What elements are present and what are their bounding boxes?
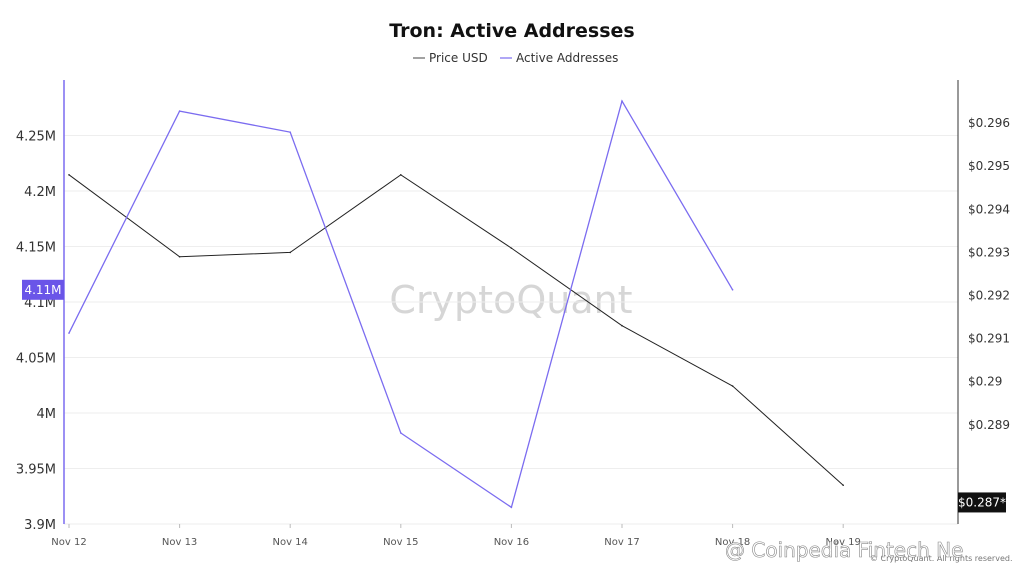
left-tick-label: 4.25M <box>16 130 56 145</box>
right-tick-label: $0.289 <box>968 418 1010 432</box>
watermark: CryptoQuant <box>389 278 632 322</box>
price-point <box>731 385 734 387</box>
x-axis-ticks: Nov 12 Nov 13 Nov 14 Nov 15 Nov 16 Nov 17 Nov … <box>51 524 861 548</box>
x-tick-label: Nov 18 <box>715 537 750 548</box>
x-tick-label: Nov 14 <box>272 537 307 548</box>
x-tick-label: Nov 17 <box>604 537 639 548</box>
price-point <box>510 247 513 249</box>
price-point <box>178 255 181 258</box>
right-tick-label: $0.291 <box>968 332 1010 346</box>
active-addresses-point <box>510 506 513 509</box>
chart-title: Tron: Active Addresses <box>389 20 634 42</box>
right-tick-label: $0.293 <box>968 245 1010 259</box>
x-tick-label: Nov 15 <box>383 537 418 548</box>
active-addresses-point <box>621 100 623 102</box>
right-tick-label: $0.294 <box>968 202 1010 216</box>
right-tick-label: $0.292 <box>968 289 1010 303</box>
price-point <box>289 251 292 254</box>
active-addresses-point <box>68 332 70 334</box>
left-current-value: 4.11M <box>24 283 61 297</box>
active-addresses-point <box>289 131 292 133</box>
left-current-badge: 4.11M <box>22 279 64 300</box>
legend[interactable]: Price USD Active Addresses <box>413 51 618 65</box>
right-current-value: $0.287* <box>958 495 1006 509</box>
right-axis-ticks: $0.289 $0.29 $0.291 $0.292 $0.293 $0.294 $0.29… <box>968 116 1010 432</box>
left-tick-label: 3.9M <box>24 518 56 533</box>
legend-active-label[interactable]: Active Addresses <box>516 51 618 65</box>
x-tick-label: Nov 19 <box>825 537 860 548</box>
price-usd-line[interactable] <box>68 174 844 486</box>
grid-lines <box>64 135 958 525</box>
x-tick-label: Nov 13 <box>162 537 197 548</box>
left-tick-label: 4.2M <box>24 185 56 200</box>
right-tick-label: $0.29 <box>968 375 1002 389</box>
price-point <box>68 174 70 176</box>
price-point <box>621 324 623 327</box>
copyright-text: © CryptoQuant. All rights reserved. <box>870 554 1012 563</box>
left-tick-label: 4M <box>37 407 57 422</box>
right-tick-label: $0.295 <box>968 159 1010 173</box>
price-point <box>842 484 844 487</box>
x-tick-label: Nov 16 <box>494 537 529 548</box>
left-tick-label: 4.05M <box>16 352 56 367</box>
data-points <box>68 100 844 509</box>
price-point <box>400 174 402 176</box>
active-addresses-point <box>731 288 734 291</box>
left-tick-label: 3.95M <box>16 463 56 478</box>
right-current-badge: $0.287* <box>958 492 1006 513</box>
x-tick-label: Nov 12 <box>51 537 86 548</box>
active-addresses-point <box>178 110 181 112</box>
left-tick-label: 4.15M <box>16 241 56 256</box>
legend-price-label[interactable]: Price USD <box>429 51 488 65</box>
right-tick-label: $0.296 <box>968 116 1010 130</box>
active-addresses-point <box>400 432 402 434</box>
coinpedia-overlay: @ Coinpedia Fintech Ne <box>725 538 963 562</box>
